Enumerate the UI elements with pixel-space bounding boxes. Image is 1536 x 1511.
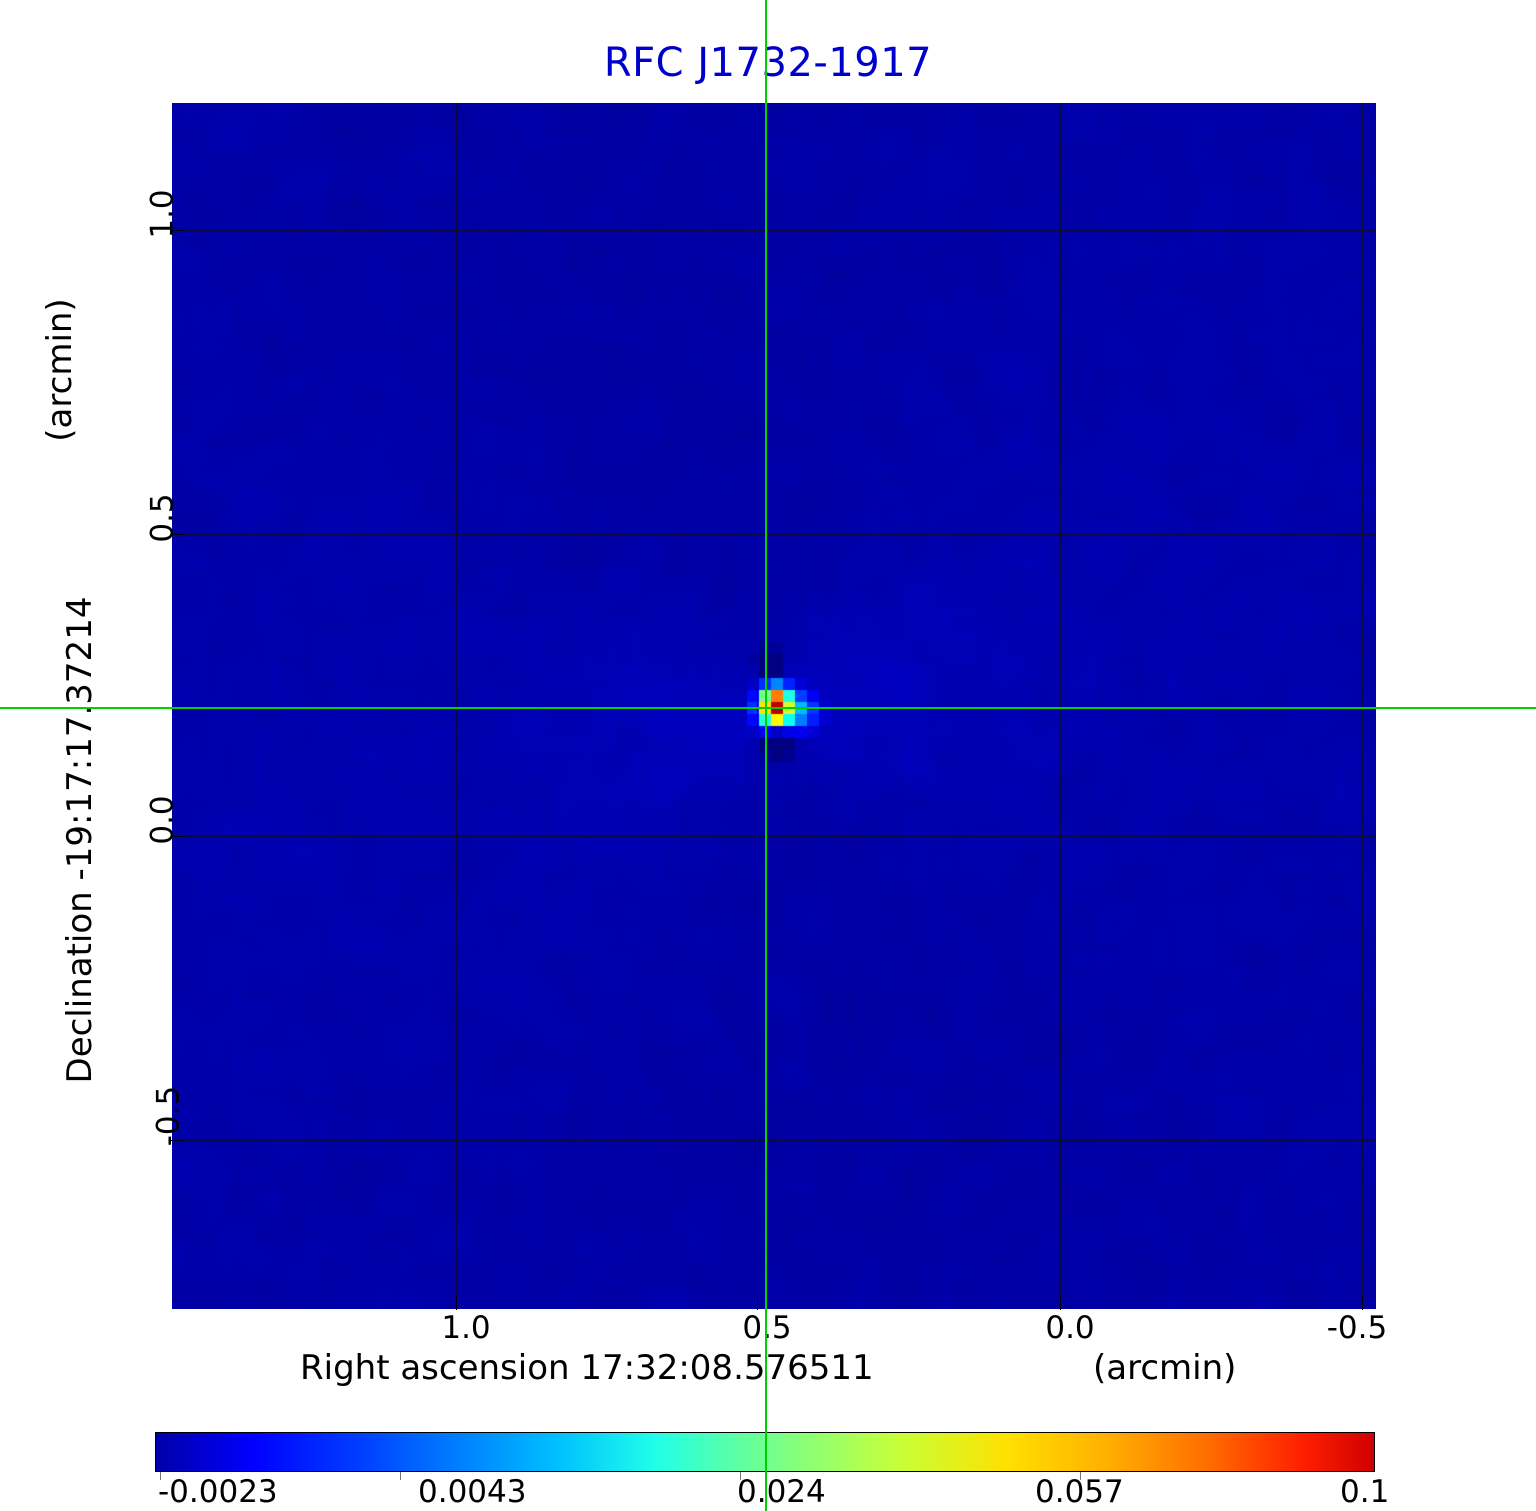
gridline-ra-0.5 — [757, 102, 758, 1310]
cbtick-mark-1 — [400, 1472, 401, 1480]
gridline-ra-1.0 — [456, 102, 457, 1310]
radio-image-panel[interactable] — [171, 102, 1377, 1310]
cbtick-label-0: -0.0023 — [158, 1474, 278, 1510]
cbtick-label-4: 0.1 — [1340, 1474, 1390, 1510]
ytick-label-2: 0.0 — [144, 795, 181, 845]
gridline-ra-minus0.5 — [1362, 102, 1363, 1310]
page-title: RFC J1732-1917 — [603, 40, 933, 86]
xtick-label-1: 0.5 — [742, 1310, 792, 1346]
y-axis-units: (arcmin) — [40, 298, 80, 442]
gridline-dec-0.5 — [171, 534, 1377, 535]
cbtick-label-1: 0.0043 — [418, 1474, 527, 1510]
cbtick-mark-2 — [740, 1472, 741, 1480]
xtick-label-0: 1.0 — [441, 1310, 491, 1346]
ytick-mark-2 — [171, 836, 185, 837]
gridline-ra-0.0 — [1060, 102, 1061, 1310]
x-axis-units: (arcmin) — [1093, 1348, 1237, 1388]
crosshair-horizontal — [0, 707, 1536, 709]
xtick-mark-2 — [1060, 1296, 1061, 1310]
ytick-label-3: -0.5 — [150, 1085, 187, 1147]
xtick-label-2: 0.0 — [1045, 1310, 1095, 1346]
ytick-label-0: 1.0 — [144, 189, 181, 239]
ytick-label-1: 0.5 — [144, 493, 181, 543]
cbtick-label-2: 0.024 — [737, 1474, 826, 1510]
y-axis-label: Declination -19:17:17.37214 — [60, 596, 100, 1084]
radio-source-core — [171, 102, 1377, 1310]
gridline-dec-minus0.5 — [171, 1140, 1377, 1141]
ytick-mark-3 — [171, 1140, 185, 1141]
cbtick-mark-0 — [160, 1472, 161, 1480]
gridline-dec-1.0 — [171, 230, 1377, 231]
xtick-mark-3 — [1362, 1296, 1363, 1310]
ytick-mark-0 — [171, 230, 185, 231]
ytick-mark-1 — [171, 534, 185, 535]
gridline-dec-0.0 — [171, 836, 1377, 837]
crosshair-vertical — [765, 0, 767, 1511]
xtick-label-3: -0.5 — [1326, 1310, 1388, 1346]
x-axis-label: Right ascension 17:32:08.576511 — [300, 1348, 874, 1388]
cbtick-mark-3 — [1080, 1472, 1081, 1480]
xtick-mark-0 — [456, 1296, 457, 1310]
cbtick-label-3: 0.057 — [1035, 1474, 1124, 1510]
xtick-mark-1 — [757, 1296, 758, 1310]
